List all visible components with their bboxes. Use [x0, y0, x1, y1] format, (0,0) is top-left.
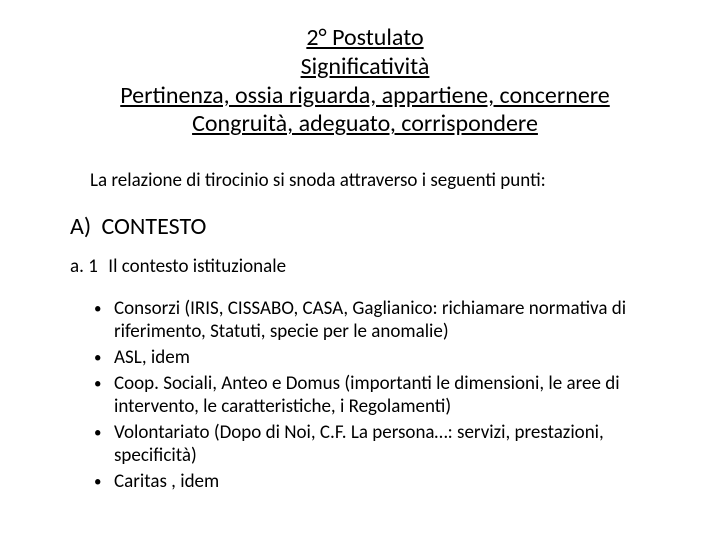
subsection-heading: a. 1 Il contesto istituzionale	[70, 255, 660, 278]
list-item: Coop. Sociali, Anteo e Domus (importanti…	[94, 373, 660, 418]
bullet-text: ASL, idem	[114, 346, 190, 369]
bullet-text: Consorzi (IRIS, CISSABO, CASA, Gaglianic…	[114, 297, 626, 342]
title-line-4: Congruità, adeguato, corrispondere	[192, 109, 538, 138]
list-item: ASL, idem	[94, 347, 660, 369]
section-label: A)	[70, 212, 96, 241]
bullet-text: Volontariato (Dopo di Noi, C.F. La perso…	[114, 421, 604, 466]
section-heading: A) CONTESTO	[70, 212, 660, 241]
bullet-text: Caritas , idem	[114, 470, 219, 493]
title-line-1: 2° Postulato	[306, 23, 423, 52]
list-item: Volontariato (Dopo di Noi, C.F. La perso…	[94, 422, 660, 467]
list-item: Consorzi (IRIS, CISSABO, CASA, Gaglianic…	[94, 298, 660, 343]
bullet-text: Coop. Sociali, Anteo e Domus (importanti…	[114, 372, 620, 417]
section-title: CONTESTO	[101, 212, 206, 241]
slide: 2° Postulato Significatività Pertinenza,…	[0, 0, 720, 540]
subsection-num: a. 1	[70, 255, 104, 278]
title-line-3: Pertinenza, ossia riguarda, appartiene, …	[120, 81, 610, 110]
list-item: Caritas , idem	[94, 471, 660, 493]
bullet-list: Consorzi (IRIS, CISSABO, CASA, Gaglianic…	[94, 298, 660, 493]
title-block: 2° Postulato Significatività Pertinenza,…	[70, 24, 660, 139]
subsection-title: Il contesto istituzionale	[108, 255, 286, 278]
title-line-2: Significatività	[301, 52, 430, 81]
lead-text: La relazione di tirocinio si snoda attra…	[90, 169, 660, 192]
